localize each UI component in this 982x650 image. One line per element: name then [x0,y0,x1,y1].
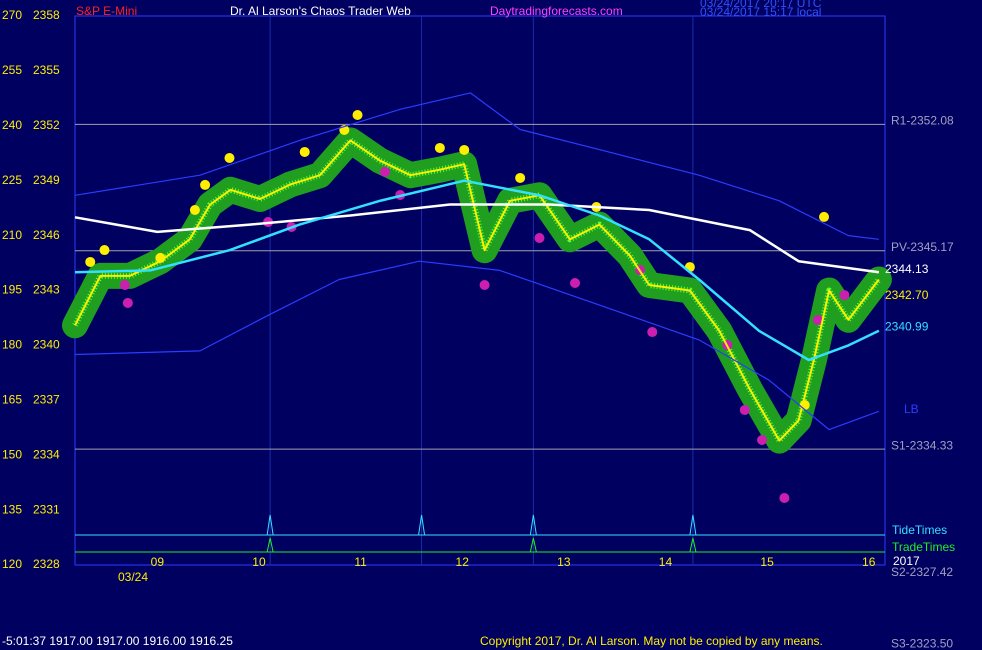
pivot-dot [119,280,130,291]
y2-tick-label: 255 [2,63,22,77]
y-tick-label: 2355 [33,63,60,77]
status-line: -5:01:37 1917.00 1917.00 1916.00 1916.25 [2,634,233,648]
pivot-dot [739,404,750,415]
pivot-dot [819,211,830,222]
tide-spike [418,514,426,536]
pivot-dot [85,256,96,267]
x-tick-label: 14 [659,555,673,569]
price-tag: 2342.70 [885,288,929,302]
y2-tick-label: 270 [2,8,22,22]
pivot-dot [757,435,768,446]
y2-tick-label: 240 [2,118,22,132]
trade-spike [529,537,537,553]
price-tag: 2340.99 [885,319,929,333]
level-label: S1-2334.33 [891,438,953,452]
y-tick-label: 2346 [33,228,60,242]
pivot-dot [434,142,445,153]
tide-spike [529,514,537,536]
x-tick-label: 15 [760,555,774,569]
x-tick-label: 13 [557,555,571,569]
pivot-dot [647,327,658,338]
pivot-dot [189,204,200,215]
tide-spike [689,514,697,536]
pivot-dot [352,110,363,121]
pivot-dot [812,314,823,325]
y2-tick-label: 210 [2,228,22,242]
y-tick-label: 2358 [33,8,60,22]
utc-time: 03/24/2017 20:17 UTC [700,0,822,10]
y2-tick-label: 180 [2,338,22,352]
y2-tick-label: 135 [2,502,22,516]
y-tick-label: 2352 [33,118,60,132]
pivot-dot [99,245,110,256]
pivot-dot [122,297,133,308]
y-tick-label: 2331 [33,502,60,516]
site: Daytradingforecasts.com [490,4,623,18]
y-tick-label: 2328 [33,557,60,571]
y2-tick-label: 225 [2,173,22,187]
x-tick-label: 16 [862,555,876,569]
x-tick-label: 11 [354,555,367,569]
pivot-dot [379,166,390,177]
pivot-dot [200,179,211,190]
pivot-dot [570,277,581,288]
x-tick-label: 09 [151,555,165,569]
pivot-dot [459,144,470,155]
pivot-dot [534,232,545,243]
trade-label: TradeTimes [892,540,955,554]
year-label: 2017 [893,554,920,568]
level-label: R1-2352.08 [891,114,954,128]
level-label: PV-2345.17 [891,240,954,254]
price-tag: 2344.13 [885,262,929,276]
pivot-dot [299,146,310,157]
date-label: 03/24 [118,570,148,584]
y2-tick-label: 195 [2,283,22,297]
chart-title: Dr. Al Larson's Chaos Trader Web [230,4,411,18]
level-label: S3-2323.50 [891,637,953,650]
y-tick-label: 2337 [33,392,60,406]
y-tick-label: 2349 [33,173,60,187]
y-tick-label: 2343 [33,283,60,297]
pivot-dot [224,153,235,164]
copyright: Copyright 2017, Dr. Al Larson. May not b… [480,634,823,648]
pivot-dot [479,280,490,291]
y2-tick-label: 165 [2,392,22,406]
pivot-dot [515,172,526,183]
y2-tick-label: 150 [2,447,22,461]
pivot-dot [839,290,850,301]
band-label: LB [904,402,919,416]
average-line [74,203,880,274]
average-line [74,179,880,362]
level-label: S2-2327.42 [891,565,953,579]
tide-label: TideTimes [892,523,947,537]
y-tick-label: 2340 [33,338,60,352]
x-tick-label: 12 [456,555,470,569]
y2-tick-label: 120 [2,557,22,571]
average-line [74,260,880,431]
tide-spike [266,514,274,536]
symbol: S&P E-Mini [76,4,137,18]
pivot-dot [779,493,790,504]
average-line [74,139,880,442]
trade-spike [689,537,697,553]
average-line [74,92,879,240]
y-tick-label: 2334 [33,447,60,461]
x-tick-label: 10 [252,555,266,569]
trade-spike [266,537,274,553]
local-time: 03/24/2017 15:17 local [700,5,821,19]
